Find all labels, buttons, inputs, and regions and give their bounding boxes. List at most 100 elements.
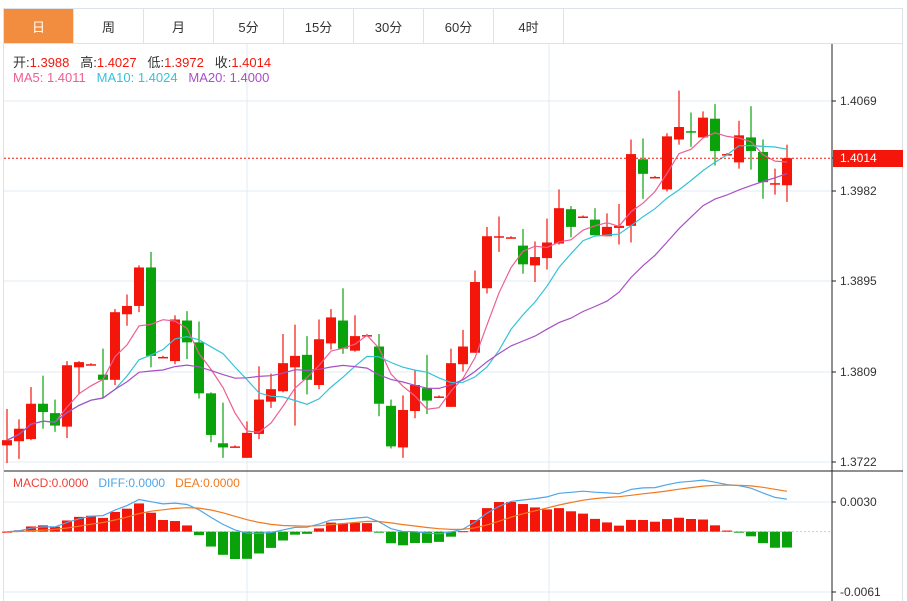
candle-body — [38, 403, 48, 413]
diff-label: DIFF: — [98, 476, 129, 490]
candle-body — [194, 342, 204, 394]
macd-bar — [446, 531, 456, 537]
macd-value: 0.0000 — [51, 476, 89, 490]
tab-7[interactable]: 60分 — [424, 9, 494, 43]
price-tick-label: 1.4069 — [840, 94, 877, 108]
ma5-value: 1.4011 — [46, 70, 86, 85]
candle-body — [158, 356, 168, 359]
macd-bar — [530, 507, 540, 532]
macd-bar — [470, 520, 480, 532]
macd-bar — [590, 518, 600, 532]
macd-bar — [170, 521, 180, 532]
candle-body — [50, 413, 60, 426]
macd-bar — [98, 517, 108, 532]
macd-bar — [326, 522, 336, 532]
macd-bar — [266, 531, 276, 548]
candle-body — [134, 267, 144, 306]
candle-body — [146, 267, 156, 356]
macd-bar — [362, 523, 372, 532]
macd-bar — [146, 512, 156, 532]
candle-body — [650, 176, 660, 179]
candle-body — [290, 355, 300, 368]
candle-body — [122, 305, 132, 315]
last-price-badge: 1.4014 — [833, 150, 903, 167]
candle-body — [626, 154, 636, 226]
candle-body — [494, 236, 504, 238]
tab-3[interactable]: 月 — [144, 9, 214, 43]
candle-body — [782, 158, 792, 186]
macd-bar — [638, 519, 648, 532]
ohlc-readout: 开:1.3988 高:1.4027 低:1.3972 收:1.4014 — [13, 52, 271, 71]
period-tabs: 日周月 5分 15分 30分 60分 4时 — [3, 8, 903, 44]
candle-body — [110, 312, 120, 380]
macd-bar — [458, 531, 468, 533]
macd-bar — [374, 531, 384, 533]
macd-bar — [158, 519, 168, 532]
ma20-value: 1.4000 — [229, 70, 270, 85]
candle-body — [398, 409, 408, 448]
dea-value: 0.0000 — [203, 476, 240, 490]
macd-bar — [434, 531, 444, 542]
dea-line — [6, 484, 788, 533]
candle-body — [662, 136, 672, 190]
candle-body — [350, 336, 360, 351]
candle-body — [98, 374, 108, 380]
macd-bar — [518, 504, 528, 532]
open-value: 1.3988 — [29, 55, 70, 70]
chart-frame — [3, 44, 903, 601]
tab-2[interactable]: 周 — [74, 9, 144, 43]
ma-readout: MA5: 1.4011 MA10: 1.4024 MA20: 1.4000 — [13, 70, 269, 85]
macd-bar — [242, 531, 252, 559]
macd-bar — [338, 523, 348, 532]
candle-body — [554, 208, 564, 244]
tab-1[interactable]: 日 — [4, 9, 74, 43]
macd-readout: MACD:0.0000 DIFF:0.0000 DEA:0.0000 — [13, 476, 240, 490]
candle-body — [698, 117, 708, 138]
candle-body — [218, 443, 228, 448]
macd-bar — [782, 531, 792, 548]
macd-bar — [542, 509, 552, 532]
macd-bar — [230, 531, 240, 559]
tab-5[interactable]: 15分 — [284, 9, 354, 43]
tab-8[interactable]: 4时 — [494, 9, 564, 43]
macd-bar — [566, 511, 576, 532]
price-tick-label: 1.3722 — [840, 455, 877, 469]
macd-bar — [110, 511, 120, 532]
macd-bar — [710, 525, 720, 532]
macd-bar — [2, 531, 12, 533]
open-label: 开: — [13, 55, 30, 70]
candle-body — [422, 388, 432, 401]
price-tick-label: 1.3895 — [840, 274, 877, 288]
ma10-label: MA10: — [96, 70, 135, 85]
macd-bar — [194, 531, 204, 536]
macd-bar — [62, 520, 72, 532]
candle-body — [770, 183, 780, 185]
candle-body — [602, 226, 612, 237]
ma20-label: MA20: — [188, 70, 226, 85]
macd-tick-label: -0.0061 — [840, 585, 881, 599]
candle-body — [2, 440, 12, 446]
macd-bar — [686, 519, 696, 532]
candle-body — [302, 354, 312, 380]
candle-body — [710, 118, 720, 151]
macd-bar — [206, 531, 216, 547]
macd-bar — [578, 513, 588, 532]
macd-bar — [350, 522, 360, 532]
candle-body — [638, 159, 648, 174]
candle-body — [542, 242, 552, 259]
macd-bar — [302, 531, 312, 534]
macd-bar — [602, 522, 612, 532]
macd-bar — [422, 531, 432, 543]
macd-bar — [278, 531, 288, 541]
ma5-label: MA5: — [13, 70, 44, 85]
macd-bar — [758, 531, 768, 544]
candle-body — [278, 363, 288, 392]
tab-6[interactable]: 30分 — [354, 9, 424, 43]
candle-body — [182, 320, 192, 343]
diff-value: 0.0000 — [128, 476, 166, 490]
macd-bar — [674, 517, 684, 532]
macd-bar — [218, 531, 228, 555]
candle-body — [566, 209, 576, 227]
tab-4[interactable]: 5分 — [214, 9, 284, 43]
